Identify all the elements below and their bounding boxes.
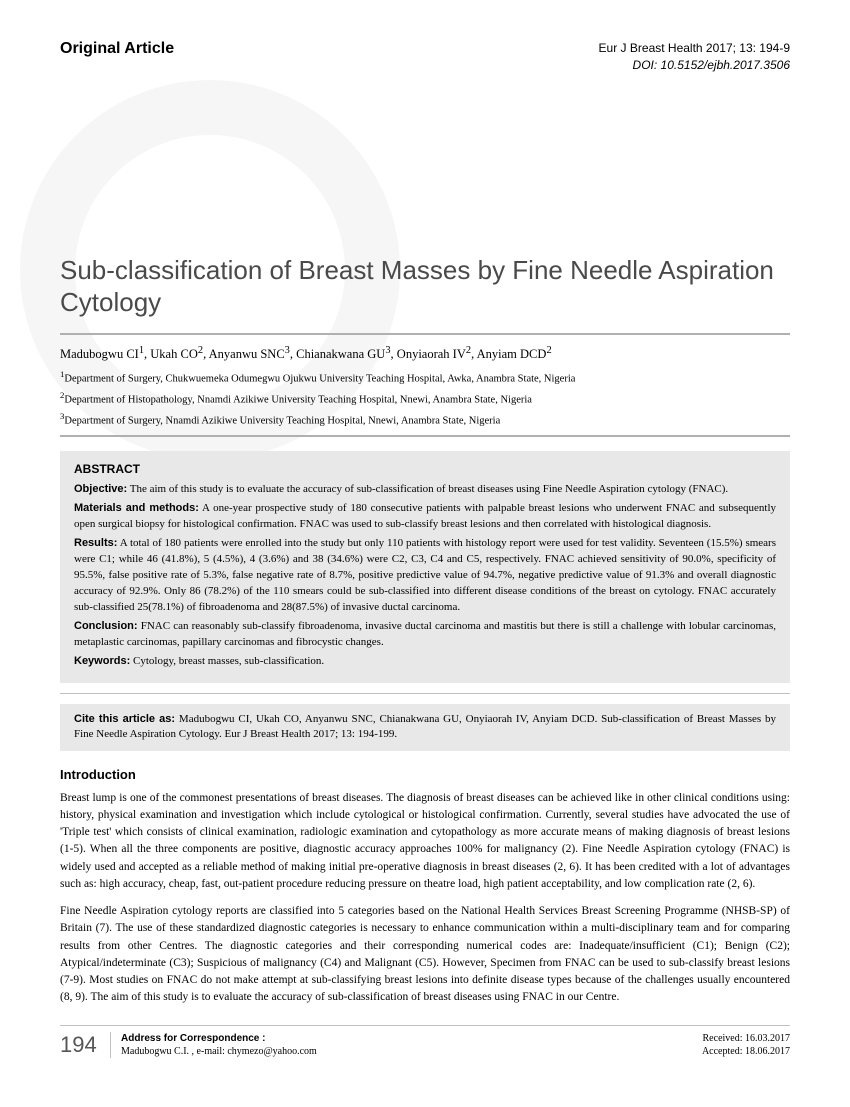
page-footer: 194 Address for Correspondence : Madubog… xyxy=(60,1025,790,1058)
affiliation-1: 1Department of Surgery, Chukwuemeka Odum… xyxy=(60,368,790,387)
page-number: 194 xyxy=(60,1032,110,1058)
article-title: Sub-classification of Breast Masses by F… xyxy=(60,254,790,319)
abstract-results: Results: A total of 180 patients were en… xyxy=(74,536,776,616)
intro-p1: Breast lump is one of the commonest pres… xyxy=(60,790,790,894)
title-rule xyxy=(60,333,790,335)
affiliations: 1Department of Surgery, Chukwuemeka Odum… xyxy=(60,368,790,430)
journal-info: Eur J Breast Health 2017; 13: 194-9 DOI:… xyxy=(599,40,790,74)
results-label: Results: xyxy=(74,537,117,549)
correspondence-label: Address for Correspondence : xyxy=(121,1032,702,1045)
keywords-text: Cytology, breast masses, sub-classificat… xyxy=(130,655,324,667)
intro-p2: Fine Needle Aspiration cytology reports … xyxy=(60,903,790,1007)
citation-text: Cite this article as: Madubogwu CI, Ukah… xyxy=(74,713,776,740)
authors-rule xyxy=(60,435,790,437)
journal-citation: Eur J Breast Health 2017; 13: 194-9 xyxy=(599,40,790,57)
received-date: Received: 16.03.2017 xyxy=(702,1032,790,1045)
abstract-box: ABSTRACT Objective: The aim of this stud… xyxy=(60,451,790,683)
correspondence-block: Address for Correspondence : Madubogwu C… xyxy=(110,1032,702,1058)
intro-heading: Introduction xyxy=(60,767,790,782)
header-row: Original Article Eur J Breast Health 201… xyxy=(60,40,790,74)
affiliation-3: 3Department of Surgery, Nnamdi Azikiwe U… xyxy=(60,410,790,429)
conclusion-text: FNAC can reasonably sub-classify fibroad… xyxy=(74,620,776,648)
results-text: A total of 180 patients were enrolled in… xyxy=(74,537,776,613)
abstract-objective: Objective: The aim of this study is to e… xyxy=(74,482,776,498)
abstract-rule xyxy=(60,693,790,694)
dates-block: Received: 16.03.2017 Accepted: 18.06.201… xyxy=(702,1032,790,1058)
citation-box: Cite this article as: Madubogwu CI, Ukah… xyxy=(60,704,790,751)
authors-line: Madubogwu CI1, Ukah CO2, Anyanwu SNC3, C… xyxy=(60,343,790,364)
correspondence-text: Madubogwu C.I. , e-mail: chymezo@yahoo.c… xyxy=(121,1045,702,1058)
affiliation-2: 2Department of Histopathology, Nnamdi Az… xyxy=(60,389,790,408)
accepted-date: Accepted: 18.06.2017 xyxy=(702,1045,790,1058)
doi: DOI: 10.5152/ejbh.2017.3506 xyxy=(599,57,790,74)
objective-label: Objective: xyxy=(74,483,127,495)
conclusion-label: Conclusion: xyxy=(74,620,138,632)
page-container: Original Article Eur J Breast Health 201… xyxy=(0,0,850,1088)
abstract-conclusion: Conclusion: FNAC can reasonably sub-clas… xyxy=(74,619,776,651)
abstract-methods: Materials and methods: A one-year prospe… xyxy=(74,501,776,533)
abstract-keywords: Keywords: Cytology, breast masses, sub-c… xyxy=(74,654,776,670)
abstract-heading: ABSTRACT xyxy=(74,461,776,478)
article-type: Original Article xyxy=(60,40,174,58)
methods-label: Materials and methods: xyxy=(74,502,199,514)
keywords-label: Keywords: xyxy=(74,655,130,667)
objective-text: The aim of this study is to evaluate the… xyxy=(127,483,728,495)
